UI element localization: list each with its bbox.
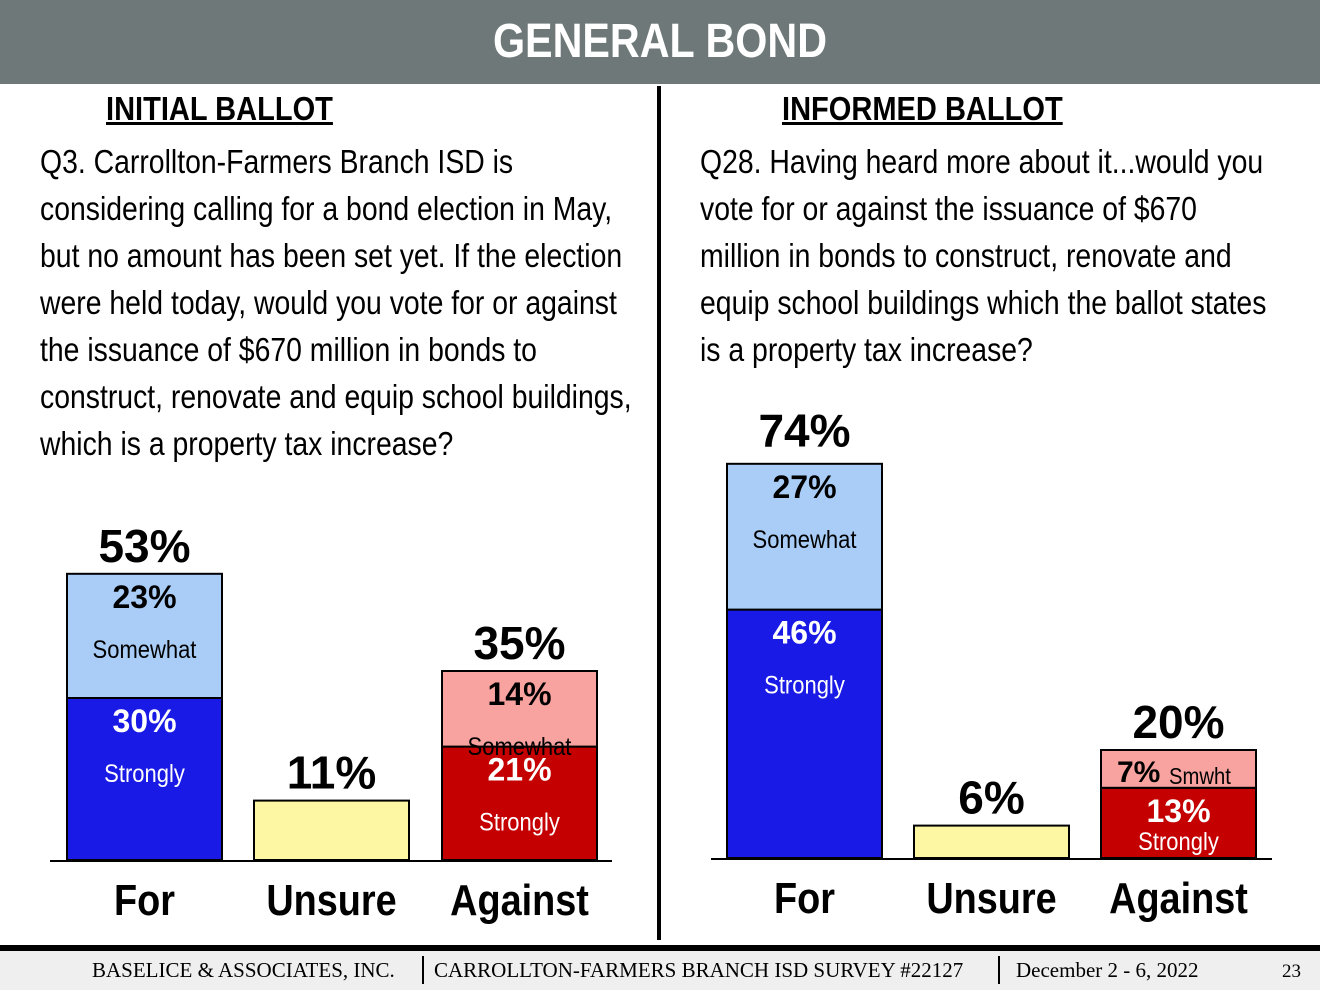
footer-page-number: 23 [1282,961,1301,982]
category-label-against: Against [1109,873,1248,922]
bar-segment-against-somewhat [441,670,598,748]
category-label-unsure: Unsure [266,875,396,924]
informed-ballot-question: Q28. Having heard more about it...would … [700,143,1267,368]
footer: BASELICE & ASSOCIATES, INC. CARROLLTON-F… [0,951,1320,990]
data-label-value: 13% [1146,793,1210,829]
informed-ballot-chart: 46%Strongly27%Somewhat74%For6%Unsure13%S… [711,404,1272,923]
category-label-for: For [774,873,835,922]
data-label-total: 20% [1132,696,1224,748]
data-label-value: 21% [487,752,551,788]
initial-ballot-chart: 30% Strongly 23% Somewhat 53% For 11% Unsure 21%… [50,520,612,925]
bar-segment-against-smwht [1100,749,1257,789]
data-label-value: 7% [1117,756,1160,789]
data-label-category: Strongly [1138,828,1219,856]
data-label-total: 74% [758,404,850,456]
data-label-value: 30% [112,703,176,739]
data-label-value: 14% [487,676,551,712]
bar-segment-against-strongly [1100,786,1257,859]
data-label-category: Somewhat [93,636,197,664]
footer-separator [422,956,424,984]
initial-ballot-question: Q3. Carrollton-Farmers Branch ISD is con… [40,143,632,462]
footer-rule [0,945,1320,951]
informed-ballot-title: INFORMED BALLOT [782,90,1063,127]
data-label-category: Strongly [104,760,185,788]
category-label-unsure: Unsure [926,873,1056,922]
data-label-total: 6% [958,772,1024,824]
bar-segment-for-strongly [66,697,223,861]
data-label-value: 23% [112,579,176,615]
footer-dates: December 2 - 6, 2022 [1016,958,1199,982]
bar-segment-unsure-total [253,799,410,861]
data-label-category: Strongly [479,808,560,836]
panel-divider [657,86,661,940]
data-label-total: 53% [98,520,190,572]
data-label-category: Somewhat [468,733,572,761]
data-label-total: 11% [287,747,377,799]
category-label-against: Against [450,875,589,924]
initial-ballot-title: INITIAL BALLOT [106,90,333,127]
slide-header: GENERAL BOND [0,0,1320,84]
data-label-value: 27% [772,469,836,505]
bar-segment-for-strongly [726,608,883,859]
bar-segment-unsure-total [913,824,1070,859]
bar-segment-for-somewhat [66,572,223,699]
data-label-total: 35% [473,617,565,669]
footer-separator [998,956,1000,984]
data-label-category: Smwht [1169,763,1231,790]
data-label-value: 46% [772,615,836,651]
data-label-category: Somewhat [753,526,857,554]
bar-segment-against-strongly [441,745,598,861]
slide-title: GENERAL BOND [492,15,828,68]
data-label-category: Strongly [764,671,845,699]
footer-company: BASELICE & ASSOCIATES, INC. [92,958,395,982]
bar-segment-for-somewhat [726,462,883,611]
footer-survey: CARROLLTON-FARMERS BRANCH ISD SURVEY #22… [434,958,964,982]
category-label-for: For [114,875,175,924]
